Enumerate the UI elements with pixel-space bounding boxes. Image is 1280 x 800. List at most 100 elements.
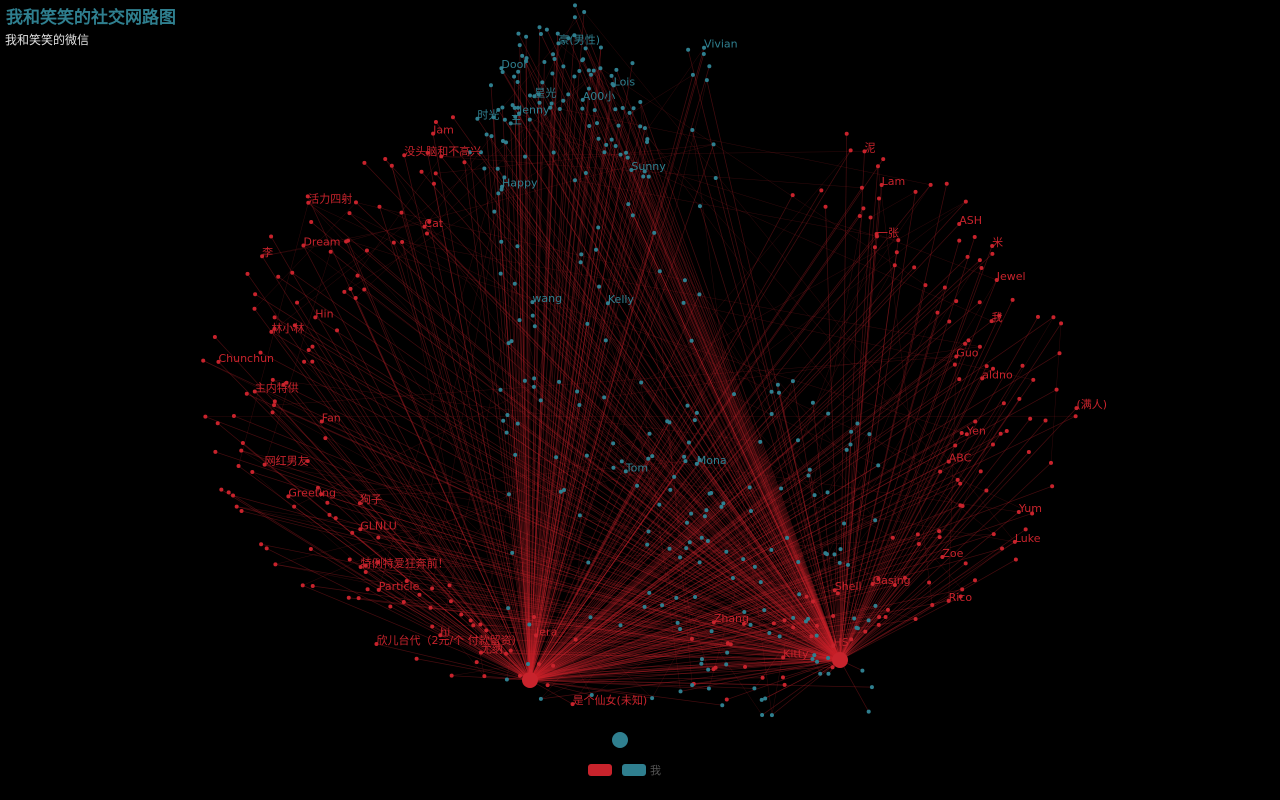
graph-node[interactable] [551, 52, 556, 57]
graph-node[interactable] [947, 319, 952, 324]
graph-node[interactable] [642, 604, 647, 609]
graph-node[interactable] [883, 614, 888, 619]
graph-node[interactable] [741, 621, 746, 626]
graph-node[interactable] [308, 547, 313, 552]
graph-node[interactable] [902, 575, 907, 580]
graph-node[interactable] [389, 163, 394, 168]
graph-node[interactable] [516, 31, 521, 36]
graph-node[interactable] [885, 607, 890, 612]
graph-node[interactable] [732, 392, 737, 397]
graph-node[interactable] [216, 359, 221, 364]
graph-node[interactable] [504, 677, 509, 682]
graph-node[interactable] [400, 240, 405, 245]
graph-node[interactable] [896, 238, 901, 243]
graph-node[interactable] [284, 380, 289, 385]
graph-node[interactable] [346, 595, 351, 600]
graph-node[interactable] [876, 622, 881, 627]
graph-node[interactable] [870, 581, 875, 586]
graph-node[interactable] [769, 389, 774, 394]
graph-node[interactable] [517, 111, 522, 116]
graph-node[interactable] [362, 160, 367, 165]
graph-node[interactable] [203, 414, 208, 419]
graph-node[interactable] [697, 560, 702, 565]
graph-node[interactable] [682, 454, 687, 459]
graph-node[interactable] [667, 546, 672, 551]
graph-node[interactable] [724, 662, 729, 667]
graph-node[interactable] [694, 461, 699, 466]
graph-node[interactable] [545, 683, 550, 688]
graph-node[interactable] [532, 615, 537, 620]
graph-node[interactable] [500, 105, 505, 110]
graph-node[interactable] [702, 45, 707, 50]
graph-node[interactable] [551, 150, 556, 155]
graph-node[interactable] [683, 459, 688, 464]
graph-node[interactable] [399, 210, 404, 215]
graph-node[interactable] [826, 671, 831, 676]
graph-node[interactable] [881, 157, 886, 162]
graph-node[interactable] [866, 709, 871, 714]
graph-node[interactable] [668, 487, 673, 492]
graph-node[interactable] [592, 108, 597, 113]
legend-item-teal[interactable]: 我 [622, 762, 661, 778]
graph-node[interactable] [824, 552, 829, 557]
graph-node[interactable] [618, 623, 623, 628]
graph-node[interactable] [534, 633, 539, 638]
graph-node[interactable] [544, 27, 549, 32]
graph-node[interactable] [758, 439, 763, 444]
graph-node[interactable] [1001, 401, 1006, 406]
graph-node[interactable] [724, 549, 729, 554]
graph-node[interactable] [855, 626, 860, 631]
graph-node[interactable] [972, 235, 977, 240]
graph-node[interactable] [835, 591, 840, 596]
graph-node[interactable] [425, 231, 430, 236]
graph-node[interactable] [530, 300, 535, 305]
graph-node[interactable] [752, 686, 757, 691]
graph-node[interactable] [937, 529, 942, 534]
graph-node[interactable] [515, 244, 520, 249]
graph-node[interactable] [1031, 377, 1036, 382]
graph-node[interactable] [611, 83, 616, 88]
graph-node[interactable] [219, 487, 224, 492]
graph-node[interactable] [639, 380, 644, 385]
graph-node[interactable] [498, 387, 503, 392]
graph-node[interactable] [796, 438, 801, 443]
graph-node[interactable] [791, 615, 796, 620]
graph-node[interactable] [484, 628, 489, 633]
graph-node[interactable] [697, 457, 702, 462]
graph-node[interactable] [239, 448, 244, 453]
graph-node[interactable] [580, 58, 585, 63]
graph-node[interactable] [694, 410, 699, 415]
graph-node[interactable] [815, 659, 820, 664]
graph-node[interactable] [1073, 414, 1078, 419]
graph-node[interactable] [347, 211, 352, 216]
graph-node[interactable] [748, 509, 753, 514]
graph-node[interactable] [496, 191, 501, 196]
graph-hub-node[interactable] [832, 652, 848, 668]
graph-node[interactable] [310, 359, 315, 364]
graph-node[interactable] [867, 432, 872, 437]
graph-node[interactable] [627, 110, 632, 115]
graph-node[interactable] [269, 234, 274, 239]
graph-node[interactable] [709, 490, 714, 495]
graph-node[interactable] [496, 107, 501, 112]
graph-node[interactable] [272, 326, 277, 331]
graph-node[interactable] [876, 576, 881, 581]
graph-node[interactable] [358, 565, 363, 570]
graph-node[interactable] [474, 660, 479, 665]
graph-node[interactable] [991, 532, 996, 537]
graph-node[interactable] [819, 188, 824, 193]
graph-node[interactable] [814, 633, 819, 638]
graph-node[interactable] [699, 657, 704, 662]
graph-node[interactable] [417, 592, 422, 597]
graph-node[interactable] [760, 713, 765, 718]
graph-node[interactable] [638, 124, 643, 129]
graph-node[interactable] [913, 616, 918, 621]
graph-node[interactable] [989, 319, 994, 324]
graph-node[interactable] [1000, 546, 1005, 551]
graph-node[interactable] [357, 501, 362, 506]
graph-node[interactable] [674, 595, 679, 600]
graph-node[interactable] [706, 686, 711, 691]
graph-node[interactable] [260, 254, 265, 259]
graph-node[interactable] [826, 411, 831, 416]
graph-node[interactable] [587, 124, 592, 129]
